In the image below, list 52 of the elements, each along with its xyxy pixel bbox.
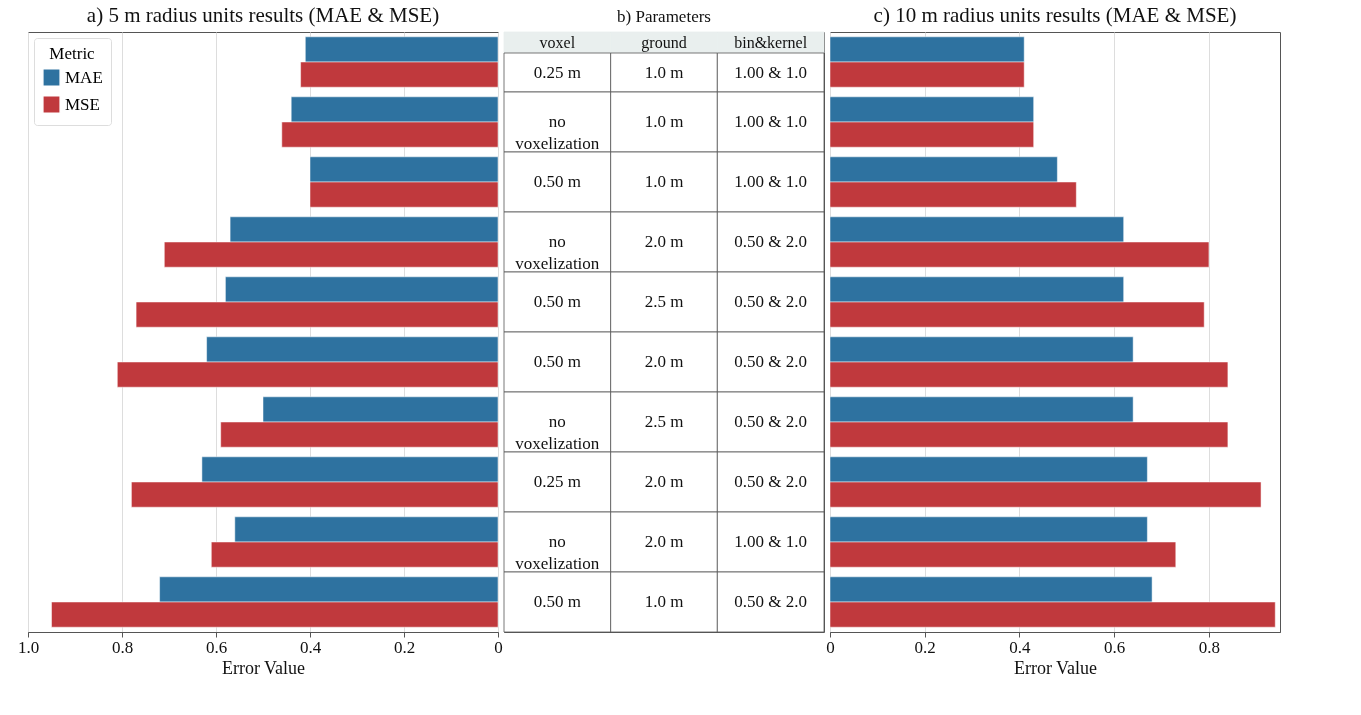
- text: 0.50 m: [533, 592, 581, 611]
- category-label: ground: [641, 33, 687, 52]
- text: 0.50 m: [533, 352, 581, 371]
- chart-title: c) 10 m radius units results (MAE & MSE): [873, 3, 1237, 27]
- text: 0.25 m: [533, 62, 581, 82]
- x-tick-label: 0.4: [1009, 637, 1032, 657]
- text: 0.50 & 2.0: [734, 472, 808, 491]
- text: 1.0 m: [644, 62, 684, 82]
- text: no voxelization: [515, 412, 600, 453]
- x-tick-label: 0.8: [1198, 637, 1221, 657]
- x-tick-label: 0: [494, 637, 503, 657]
- text: 1.00 & 1.0: [734, 112, 808, 131]
- legend-label: MAE: [65, 67, 103, 87]
- x-tick-label: 0.6: [205, 637, 228, 657]
- x-tick-label: 1.0: [17, 637, 40, 657]
- text: no voxelization: [515, 112, 600, 153]
- text: no voxelization: [515, 532, 600, 573]
- category-label: voxel: [539, 33, 576, 51]
- text: 2.0 m: [644, 532, 684, 551]
- legend-title: Metric: [49, 44, 96, 63]
- text: 1.00 & 1.0: [734, 532, 808, 551]
- text: 2.0 m: [644, 472, 684, 491]
- text: 0.50 & 2.0: [734, 412, 808, 431]
- text: 2.0 m: [644, 352, 684, 371]
- text: 0.25 m: [533, 472, 581, 491]
- x-tick-label: 0.6: [1104, 637, 1126, 657]
- x-tick-label: 0: [826, 637, 835, 657]
- text: no voxelization: [515, 232, 600, 273]
- text: 2.0 m: [644, 232, 684, 251]
- text: 1.0 m: [644, 592, 684, 611]
- x-axis-title: Error Value: [1013, 657, 1098, 678]
- text: 0.50 m: [533, 172, 581, 191]
- category-label: bin&kernel: [734, 33, 808, 51]
- text: 0.50 & 2.0: [734, 352, 808, 371]
- text: 1.0 m: [644, 112, 684, 131]
- x-tick-label: 0.2: [393, 637, 416, 657]
- text: 1.0 m: [644, 172, 684, 191]
- text: 0.50 & 2.0: [734, 592, 808, 611]
- text: b) Parameters: [617, 6, 711, 26]
- text: 0.50 & 2.0: [734, 232, 808, 251]
- x-tick-label: 0.4: [299, 637, 322, 657]
- text: 2.5 m: [644, 292, 684, 311]
- text: 1.00 & 1.0: [734, 62, 808, 82]
- chart-title: a) 5 m radius units results (MAE & MSE): [86, 3, 440, 27]
- text: 0.50 m: [533, 292, 581, 311]
- x-axis-title: Error Value: [221, 657, 306, 678]
- legend-label: MSE: [65, 94, 100, 114]
- text: 0.50 & 2.0: [734, 292, 808, 311]
- text: 2.5 m: [644, 412, 684, 431]
- x-tick-label: 0.2: [914, 637, 936, 657]
- text: 1.00 & 1.0: [734, 172, 808, 191]
- x-tick-label: 0.8: [111, 637, 134, 657]
